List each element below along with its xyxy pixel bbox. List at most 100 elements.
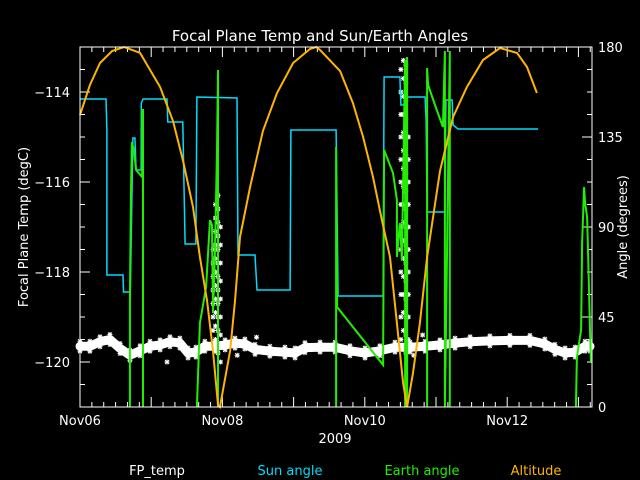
fp-temp-point <box>232 345 238 351</box>
fp-temp-band <box>75 335 595 360</box>
fp-temp-point <box>147 348 153 354</box>
fp-temp-spike-point <box>210 328 216 333</box>
fp-temp-point <box>392 339 398 345</box>
fp-temp-point <box>185 345 191 351</box>
fp-temp-spike-point <box>400 94 406 99</box>
fp-temp-point <box>542 336 548 342</box>
fp-temp-spike-point <box>400 238 406 243</box>
fp-temp-point <box>562 345 568 351</box>
fp-temp-point <box>97 344 103 350</box>
fp-temp-spike-point <box>405 292 411 297</box>
y-tick-label-left: −120 <box>34 356 70 371</box>
fp-temp-point <box>452 345 458 351</box>
x-tick-label: Nov08 <box>201 414 243 429</box>
fp-temp-point <box>407 339 413 345</box>
fp-temp-point <box>507 332 513 338</box>
fp-temp-spike-point <box>212 283 218 288</box>
fp-temp-spike-point <box>400 58 406 63</box>
series-line <box>426 50 451 408</box>
fp-temp-point <box>117 341 123 346</box>
fp-temp-spike-point <box>398 157 404 162</box>
fp-temp-spike-point <box>398 67 404 72</box>
fp-temp-spike-point <box>210 314 216 320</box>
fp-temp-point <box>552 351 558 357</box>
fp-temp-spike-point <box>398 314 404 320</box>
fp-temp-spike-point <box>398 337 404 342</box>
fp-temp-point <box>87 348 93 354</box>
x-tick-label: Nov10 <box>344 414 386 429</box>
fp-temp-spike-point <box>405 224 411 230</box>
fp-temp-spike-point <box>400 292 406 297</box>
fp-temp-point <box>252 341 258 347</box>
fp-temp-point <box>437 347 443 353</box>
fp-temp-outlier <box>164 359 170 365</box>
fp-temp-spike-point <box>212 296 218 302</box>
fp-temp-spike-point <box>400 310 406 315</box>
fp-temp-point <box>362 345 368 351</box>
fp-temp-point <box>452 335 458 341</box>
fp-temp-point <box>542 346 548 352</box>
series-line <box>79 45 538 410</box>
fp-temp-point <box>185 355 191 361</box>
legend-sun-angle: Sun angle <box>258 464 323 479</box>
fp-temp-outlier <box>411 352 417 358</box>
fp-temp-point <box>302 350 308 356</box>
fp-temp-point <box>292 355 298 361</box>
fp-temp-point <box>422 348 428 354</box>
fp-temp-point <box>107 342 113 347</box>
fp-temp-spike-point <box>212 323 218 329</box>
x-tick-label: Nov06 <box>59 414 101 429</box>
x-axis-label: 2009 <box>318 432 351 447</box>
series-line <box>128 109 144 407</box>
fp-temp-point <box>377 343 383 349</box>
fp-temp-point <box>282 354 288 360</box>
y-tick-label-right: 0 <box>598 401 606 416</box>
fp-temp-spike-point <box>405 157 411 162</box>
fp-temp-point <box>242 336 248 342</box>
fp-temp-point <box>222 337 228 343</box>
fp-temp-point <box>157 347 163 353</box>
series-line <box>195 69 219 408</box>
fp-temp-point <box>422 338 428 344</box>
series-earth-angle <box>128 50 592 408</box>
fp-temp-spike-point <box>212 310 218 315</box>
fp-temp-point <box>252 351 258 357</box>
fp-temp-point <box>267 353 273 359</box>
fp-temp-point <box>527 332 533 338</box>
fp-temp-point <box>107 332 113 337</box>
fp-temp-point <box>212 348 218 354</box>
fp-temp-point <box>572 354 578 360</box>
fp-temp-point <box>87 338 93 344</box>
fp-temp-spike-point <box>217 224 223 230</box>
fp-temp-spike-point <box>405 269 411 275</box>
fp-temp-spike-point <box>398 179 404 185</box>
fp-temp-spike-point <box>217 359 223 365</box>
fp-temp-point <box>467 344 473 350</box>
fp-temp-spike-point <box>398 134 404 140</box>
legend: FP_temp Sun angle Earth angle Altitude <box>129 464 561 479</box>
fp-temp-point <box>437 337 443 343</box>
fp-temp-point <box>97 334 103 340</box>
fp-temp-spike-point <box>217 278 223 284</box>
fp-temp-point <box>232 335 238 341</box>
fp-temp-spike-point <box>212 337 218 342</box>
fp-temp-spike-point <box>400 346 406 351</box>
fp-temp-spike-point <box>405 247 411 252</box>
fp-temp-point <box>562 355 568 361</box>
fp-temp-point <box>177 335 183 341</box>
fp-temp-point <box>362 355 368 361</box>
fp-temp-point <box>487 343 493 349</box>
legend-altitude: Altitude <box>511 464 562 479</box>
fp-temp-spike-point <box>217 242 223 248</box>
series-altitude <box>79 45 538 410</box>
fp-temp-point <box>347 353 353 359</box>
fp-temp-spike-point <box>405 314 411 320</box>
fp-temp-point <box>193 344 199 350</box>
fp-temp-spike-point <box>212 269 218 275</box>
fp-temp-point <box>242 346 248 352</box>
y-tick-label-left: −118 <box>34 266 70 281</box>
y-tick-label-right: 45 <box>598 311 615 326</box>
fp-temp-spike-point <box>217 296 223 302</box>
fp-temp-spike-point <box>400 274 406 279</box>
